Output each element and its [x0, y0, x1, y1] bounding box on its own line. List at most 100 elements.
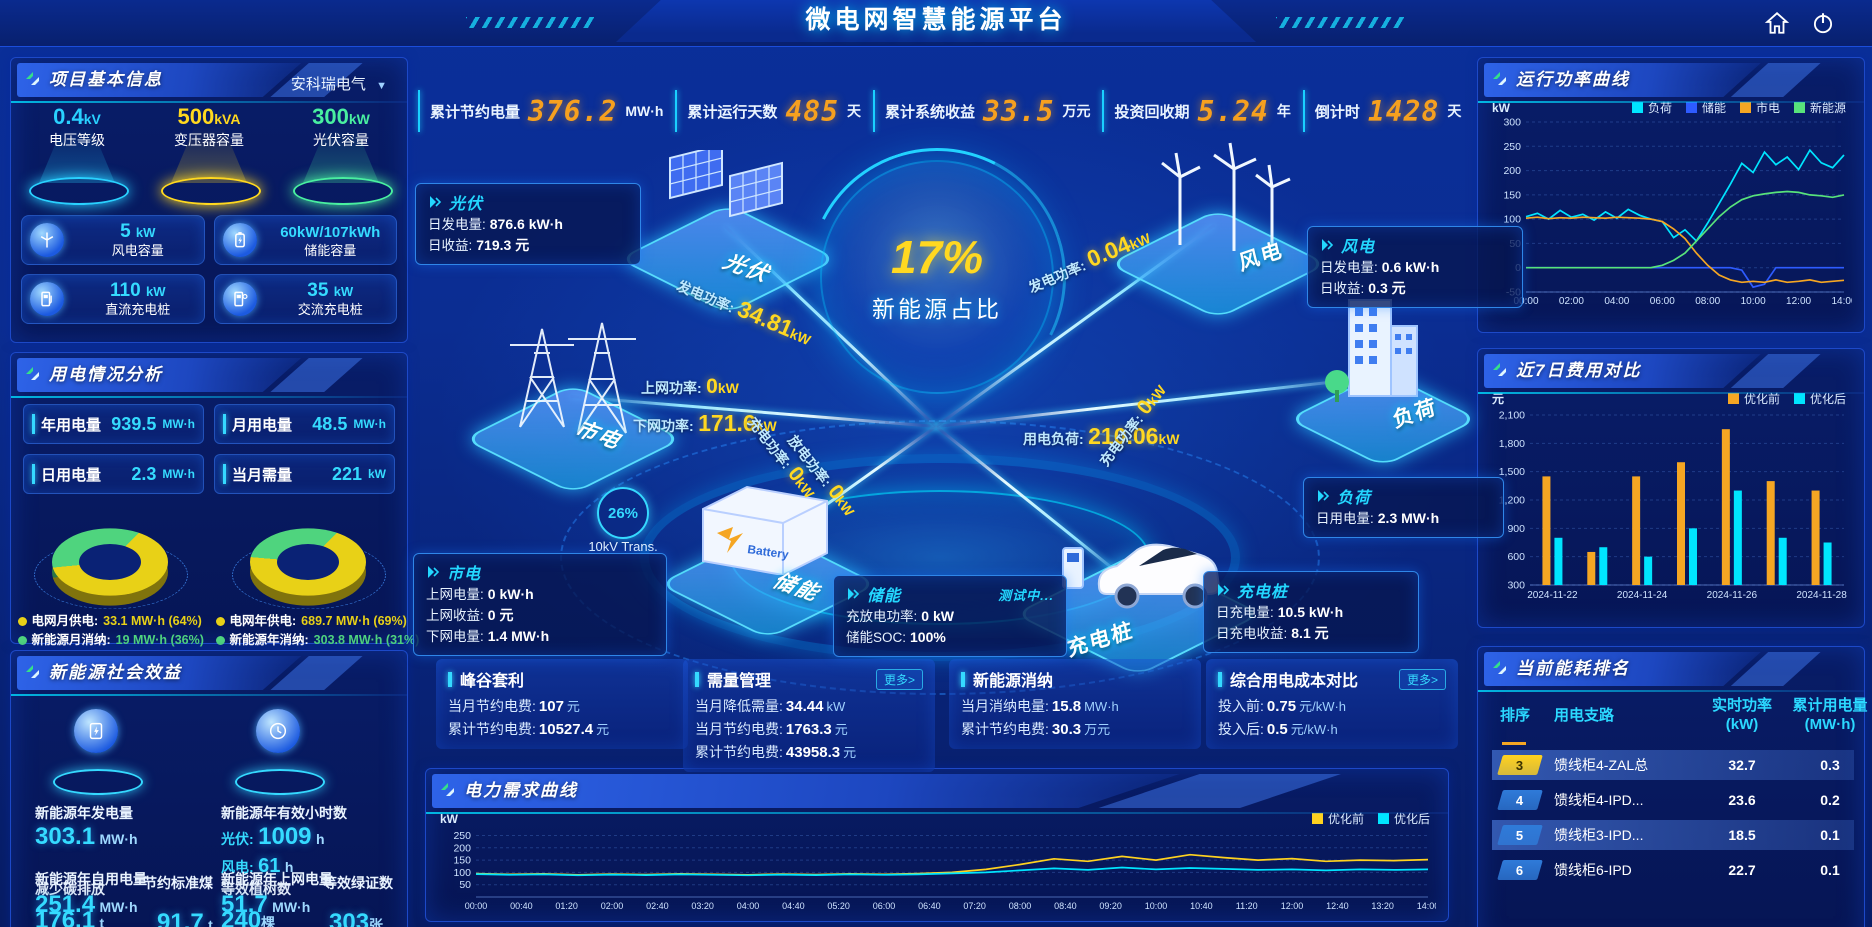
legend-dot — [215, 636, 225, 645]
home-icon — [1764, 12, 1790, 34]
legend-swatch — [1793, 102, 1805, 113]
legend-swatch — [1685, 102, 1697, 113]
cost-legend: 优化前 优化后 — [1727, 390, 1846, 407]
power-icon — [1813, 13, 1833, 34]
kpi-label: 累计运行天数 — [687, 103, 778, 121]
chevron-down-icon: ▼ — [376, 80, 387, 92]
table-row-4[interactable]: 4 馈线柜4-IPD... 23.6 0.2 — [1492, 785, 1854, 815]
legend-dot — [215, 617, 225, 626]
info-box-row: 日充电量: 10.5 kW·h — [1216, 604, 1344, 620]
svg-text:03:20: 03:20 — [691, 901, 714, 911]
transformer-badge: 26% — [597, 487, 649, 539]
svg-text:12:00: 12:00 — [1786, 296, 1811, 307]
col-power: 实时功率 (kW) — [1711, 697, 1772, 733]
panel-corner-icon — [25, 366, 41, 387]
branch-name: 馈线柜4-ZAL总 — [1554, 757, 1649, 773]
card-row: 当月节约电费: 1763.3 元 — [695, 721, 848, 738]
table-row-5[interactable]: 5 馈线柜3-IPD... 18.5 0.1 — [1492, 820, 1854, 850]
card-accent — [448, 671, 452, 687]
chevron-right-icon — [1322, 239, 1334, 251]
legend-swatch — [1311, 813, 1323, 824]
usage-stat-unit: kW — [368, 467, 386, 481]
card-row: 当月降低需量: 34.44 kW — [695, 698, 846, 715]
capacity-label: 储能容量 — [304, 242, 357, 258]
svg-text:02:00: 02:00 — [1559, 296, 1584, 307]
svg-text:09:20: 09:20 — [1099, 901, 1122, 911]
table-row-6[interactable]: 6 馈线柜6-IPD 22.7 0.1 — [1492, 855, 1854, 885]
info-box-row: 日发电量: 876.6 kW·h — [428, 216, 563, 232]
panel-corner-icon — [25, 664, 41, 685]
col-energy: 累计用电量 (MW·h) — [1792, 697, 1868, 733]
pedestal-base — [29, 177, 129, 205]
info-box-title: 储能 测试中... — [846, 582, 1054, 606]
company-dropdown[interactable]: 安科瑞电气 ▼ — [291, 73, 387, 94]
co2-value: 176.1 t — [35, 907, 105, 927]
panel-demand-curve: 电力需求曲线 kW 优化前 优化后 250 200 150 100 50 00:00 00:4… — [425, 768, 1449, 922]
donut-year: 电网年供电: 689.7 MW·h (69%) 新能源年消纳: 303.8 MW·… — [215, 508, 419, 650]
power-button[interactable] — [1810, 10, 1840, 38]
legend-value: 689.7 MW·h (69%) — [301, 614, 407, 628]
home-button[interactable] — [1764, 10, 1794, 38]
kpi-bar: 累计节约电量 376.2 MW·h 累计运行天数 485 天累计系统收益 33.5 万元 投资回… — [418, 88, 1461, 134]
kpi-unit: 万元 — [1062, 103, 1091, 119]
device-pv: 光伏 — [617, 143, 839, 315]
info-box-grid: 市电 上网电量: 0 kW·h 上网收益: 0 元下网电量: 1.4 MW·h — [413, 553, 667, 656]
svg-text:150: 150 — [1503, 189, 1521, 201]
svg-text:50: 50 — [459, 879, 471, 891]
legend-value: 19 MW·h (36%) — [115, 633, 204, 647]
kpi-value: 376.2 — [528, 94, 618, 128]
legend-label: 新能源年消纳: — [229, 633, 309, 647]
panel-title: 项目基本信息 — [49, 70, 163, 89]
rank-badge: 6 — [1497, 860, 1543, 880]
realtime-power: 32.7 — [1728, 757, 1756, 773]
panel-title: 近7日费用对比 — [1516, 361, 1642, 380]
svg-text:150: 150 — [453, 855, 471, 867]
page-title: 微电网智慧能源平台 — [805, 6, 1067, 34]
capacity-card-1: 60kW/107kWh 储能容量 — [213, 215, 397, 265]
card-title: 峰谷套利 — [460, 673, 525, 690]
flow-label-2: 下网功率: 171.6kW — [633, 410, 777, 436]
panel-corner-icon — [1492, 71, 1508, 92]
renewable-percent: 17% — [890, 231, 984, 283]
pedestal-1: 500kVA 变压器容量 — [149, 105, 269, 205]
total-energy: 0.2 — [1820, 792, 1840, 808]
benefit-card-1: 需量管理 更多> 当月降低需量: 34.44 kW 当月节约电费: 1763.3 元累计节约电… — [683, 659, 935, 772]
microgrid-scene: 17% 新能源占比 光伏 风电 — [413, 135, 1523, 695]
svg-text:13:20: 13:20 — [1371, 901, 1394, 911]
more-button[interactable]: 更多> — [875, 668, 923, 690]
svg-text:100: 100 — [1503, 214, 1521, 226]
kpi-label: 累计节约电量 — [430, 103, 521, 121]
capacity-value: 35 kW — [307, 280, 354, 301]
usage-stat-value: 939.5 — [111, 413, 157, 434]
svg-text:1,800: 1,800 — [1499, 438, 1525, 450]
svg-text:01:20: 01:20 — [555, 901, 578, 911]
col-branch: 用电支路 — [1554, 706, 1615, 724]
rank-badge: 4 — [1497, 790, 1543, 810]
table-row-3[interactable]: 3 馈线柜4-ZAL总 32.7 0.3 — [1492, 750, 1854, 780]
svg-text:1,200: 1,200 — [1499, 495, 1525, 507]
cert-label: 等效绿证数 — [323, 875, 393, 891]
pedestal-2: 300kW 光伏容量 — [281, 105, 401, 205]
legend-value: 33.1 MW·h (64%) — [103, 614, 202, 628]
card-row: 投入后: 0.5 元/kW·h — [1218, 721, 1338, 738]
svg-text:06:00: 06:00 — [1650, 296, 1675, 307]
legend-swatch — [1739, 102, 1751, 113]
capacity-value: 5 kW — [120, 221, 156, 242]
chevron-right-icon — [1318, 490, 1330, 502]
panel-usage-header: 用电情况分析 — [11, 358, 407, 398]
legend-label: 电网月供电: — [31, 614, 99, 628]
col-rank: 排序 — [1500, 706, 1531, 724]
panel-project-info: 项目基本信息 安科瑞电气 ▼ 0.4kV 电压等级 500kVA 变压器容量 300kW… — [10, 57, 408, 343]
title-banner — [616, 0, 1256, 42]
legend-swatch — [1631, 102, 1643, 113]
svg-text:02:40: 02:40 — [646, 901, 669, 911]
panel-title: 当前能耗排名 — [1516, 659, 1630, 678]
more-button[interactable]: 更多> — [1398, 668, 1446, 690]
tree-label: 等效植树数 — [221, 881, 291, 897]
self-use-label: 新能源年自用电量 — [35, 871, 147, 887]
wind-turbine-icon — [1161, 142, 1291, 251]
svg-text:08:40: 08:40 — [1054, 901, 1077, 911]
kpi-unit: 天 — [847, 103, 861, 119]
annual-generation-value: 303.1 MW·h — [35, 823, 138, 850]
